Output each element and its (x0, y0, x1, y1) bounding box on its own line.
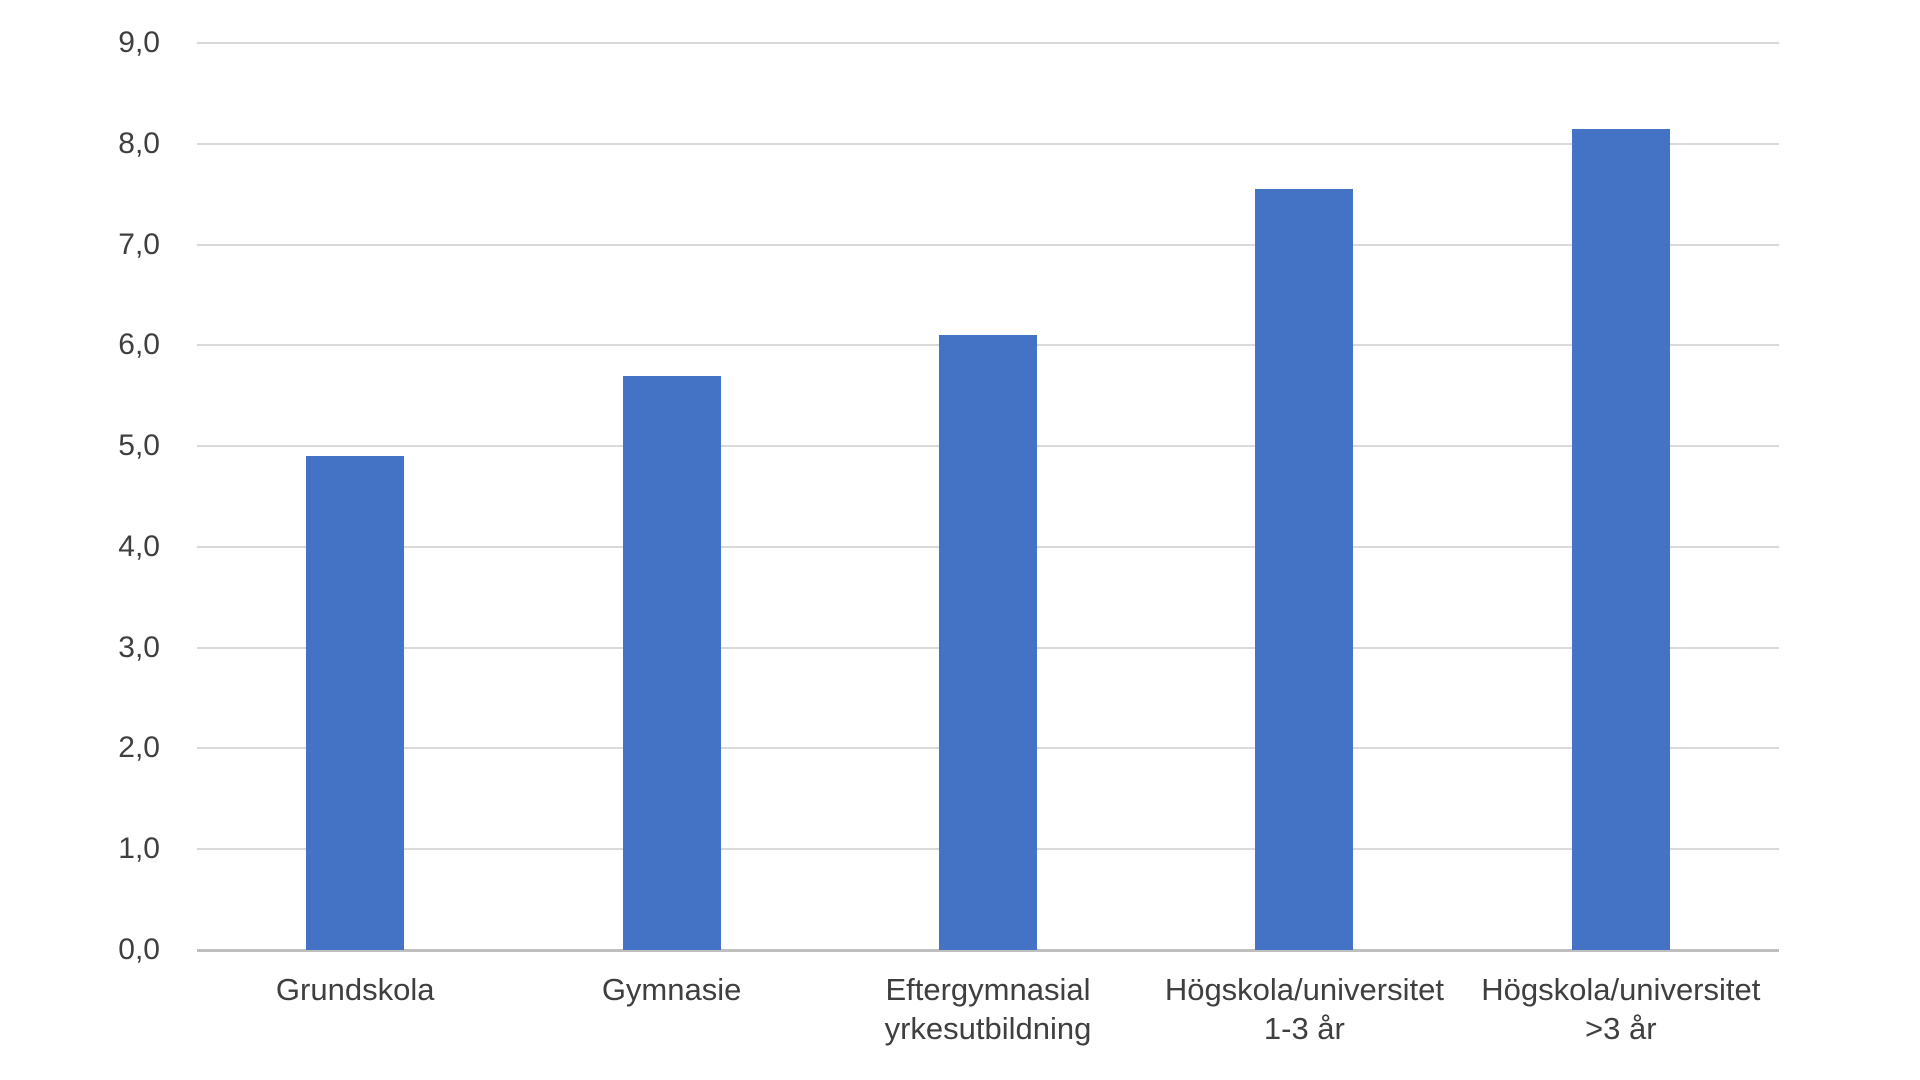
bar (1255, 189, 1354, 950)
y-tick-label: 3,0 (118, 630, 160, 664)
y-tick-label: 8,0 (118, 126, 160, 160)
y-tick-label: 0,0 (118, 933, 160, 966)
bar (939, 335, 1037, 950)
y-tick-label: 7,0 (118, 227, 160, 261)
gridline (197, 243, 1779, 246)
bar (1571, 128, 1670, 950)
y-tick-label: 6,0 (118, 328, 160, 362)
gridline (197, 142, 1779, 145)
y-tick-label: 4,0 (118, 529, 160, 563)
gridline (197, 42, 1779, 44)
x-category-label: Högskola/universitet >3 år (1481, 972, 1761, 1046)
x-axis-line (197, 949, 1779, 952)
bar (622, 375, 721, 950)
x-category-label: Högskola/universitet 1-3 år (1164, 972, 1444, 1046)
y-tick-label: 5,0 (118, 429, 160, 463)
y-tick-label: 2,0 (118, 731, 160, 765)
y-tick-label: 9,0 (118, 26, 160, 59)
y-tick-label: 1,0 (118, 832, 160, 866)
bar (306, 456, 405, 950)
x-category-label: Eftergymnasial yrkesutbildning (884, 972, 1092, 1046)
x-category-label: Grundskola (275, 972, 435, 1007)
x-category-label: Gymnasie (601, 972, 742, 1007)
